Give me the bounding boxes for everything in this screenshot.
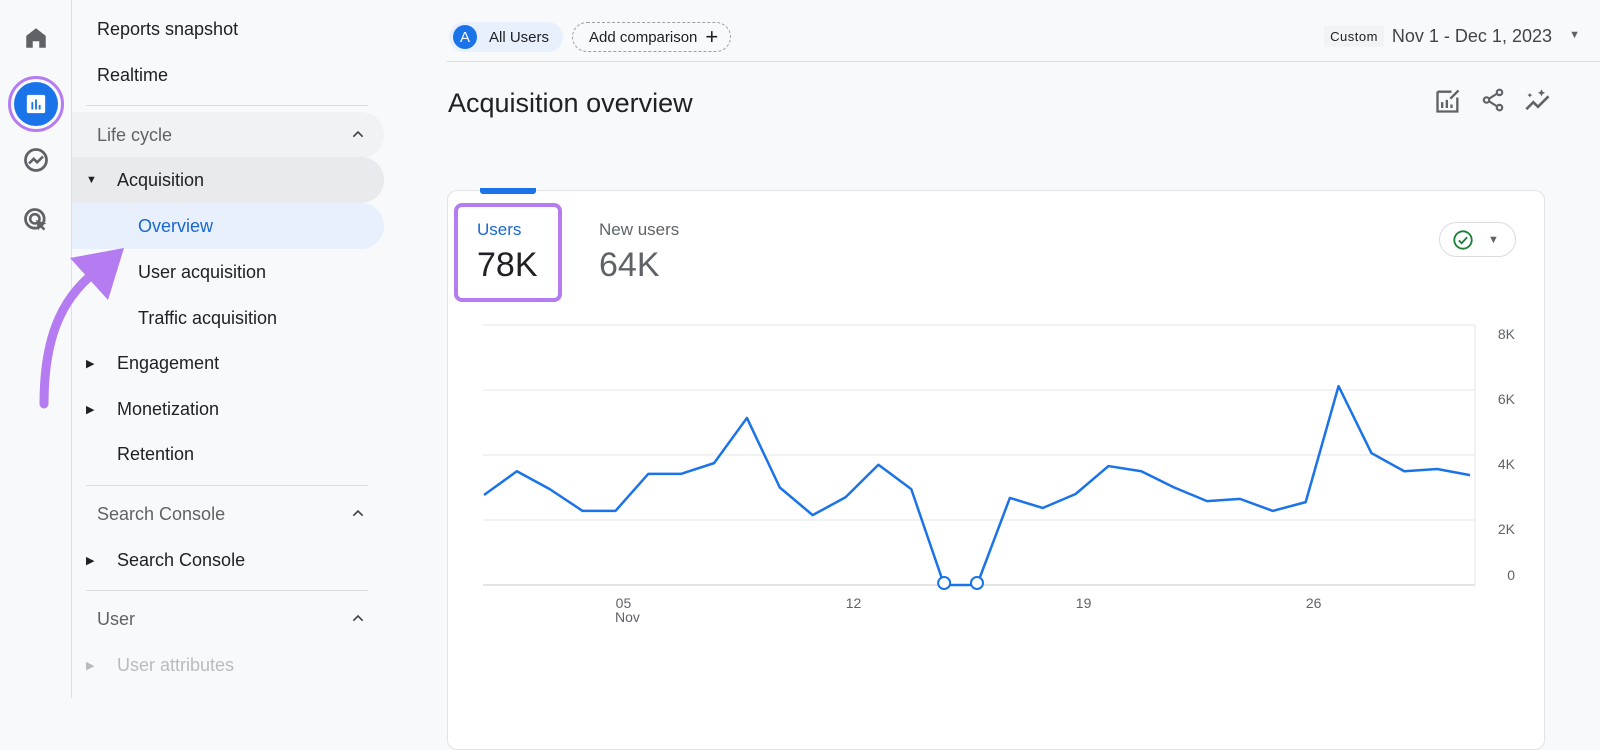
caret-right-icon: ▶	[86, 659, 95, 672]
metric-value: 78K	[477, 246, 538, 284]
nav-search-console[interactable]: ▶ Search Console	[72, 537, 384, 583]
section-user[interactable]: User	[72, 596, 384, 642]
chart-card	[447, 190, 1545, 750]
nav-reports-snapshot[interactable]: Reports snapshot	[97, 18, 239, 39]
customize-report-icon[interactable]	[1434, 87, 1462, 115]
divider	[86, 105, 368, 106]
explore-icon[interactable]	[16, 140, 56, 180]
caret-right-icon: ▶	[86, 403, 95, 416]
y-tick-label: 6K	[1498, 391, 1516, 407]
caret-right-icon: ▶	[86, 357, 95, 370]
section-life-cycle[interactable]: Life cycle	[72, 112, 384, 158]
users-series-line	[483, 384, 1471, 587]
x-tick-label: 05	[616, 595, 632, 611]
nav-user-acquisition[interactable]: User acquisition	[138, 261, 267, 282]
report-navigation: Reports snapshot Realtime Life cycle ▼ Ac…	[72, 0, 402, 698]
y-tick-label: 4K	[1498, 456, 1516, 472]
chevron-up-icon	[352, 614, 364, 622]
x-tick-label: 26	[1306, 595, 1322, 611]
data-point	[970, 576, 984, 590]
advertising-icon[interactable]	[16, 200, 56, 240]
insights-icon[interactable]	[1524, 87, 1552, 115]
segment-label: All Users	[489, 28, 550, 46]
nav-user-attributes[interactable]: ▶ User attributes	[72, 642, 384, 688]
nav-label: Acquisition	[117, 169, 205, 190]
nav-label: User attributes	[117, 654, 235, 675]
nav-overview[interactable]: Overview	[72, 203, 384, 249]
comparison-dropdown[interactable]: ▼	[1439, 222, 1516, 257]
nav-label: Monetization	[117, 398, 220, 419]
section-label: Search Console	[97, 503, 226, 524]
nav-monetization[interactable]: ▶ Monetization	[72, 386, 384, 432]
annotation-arrow	[39, 248, 124, 409]
date-range-picker[interactable]: Custom Nov 1 - Dec 1, 2023	[1324, 26, 1552, 47]
x-tick-label: 12	[846, 595, 862, 611]
metric-tab-users[interactable]: Users 78K	[477, 220, 538, 285]
metric-value: 64K	[599, 246, 660, 284]
add-comparison-label: Add comparison	[589, 28, 698, 46]
reports-icon[interactable]	[8, 76, 64, 132]
y-tick-label: 2K	[1498, 521, 1516, 537]
caret-down-icon: ▼	[86, 174, 97, 186]
top-bar: A All Users Add comparison + Custom Nov 1 -…	[447, 0, 1600, 62]
data-point	[937, 576, 952, 590]
section-search-console[interactable]: Search Console	[72, 491, 384, 537]
highlight-box	[454, 203, 562, 302]
nav-realtime[interactable]: Realtime	[97, 64, 169, 85]
segment-avatar: A	[453, 25, 477, 49]
nav-retention[interactable]: Retention	[117, 443, 195, 464]
metric-label: New users	[599, 220, 680, 239]
y-tick-label: 0	[1507, 567, 1515, 583]
left-rail	[0, 0, 72, 698]
metric-label: Users	[477, 220, 522, 239]
y-tick-label: 8K	[1498, 326, 1516, 342]
nav-engagement[interactable]: ▶ Engagement	[72, 340, 384, 386]
date-range: Nov 1 - Dec 1, 2023	[1391, 26, 1552, 46]
section-label: User	[97, 608, 136, 629]
x-tick-label: 19	[1076, 595, 1092, 611]
page-title: Acquisition overview	[448, 88, 693, 118]
x-tick-month-label: Nov	[615, 609, 640, 625]
metric-tab-new-users[interactable]: New users 64K	[599, 220, 679, 285]
home-icon[interactable]	[16, 18, 56, 58]
caret-down-icon: ▼	[1488, 233, 1499, 246]
chevron-up-icon	[352, 130, 364, 138]
date-badge: Custom	[1324, 26, 1384, 47]
nav-traffic-acquisition[interactable]: Traffic acquisition	[138, 307, 278, 328]
segment-chip-all-users[interactable]: A All Users	[449, 22, 564, 52]
section-label: Life cycle	[97, 124, 173, 145]
add-comparison-button[interactable]: Add comparison +	[572, 22, 732, 52]
nav-label: Engagement	[117, 352, 220, 373]
nav-label: Search Console	[117, 549, 246, 570]
chevron-up-icon	[352, 509, 364, 517]
check-circle-icon	[1453, 229, 1473, 250]
active-tab-indicator	[480, 188, 536, 194]
caret-down-icon[interactable]: ▼	[1569, 29, 1580, 41]
nav-acquisition[interactable]: ▼ Acquisition	[72, 157, 384, 203]
divider	[86, 485, 368, 486]
plus-icon: +	[705, 24, 719, 49]
caret-right-icon: ▶	[86, 554, 95, 567]
divider	[86, 590, 368, 591]
share-icon[interactable]	[1480, 87, 1506, 113]
